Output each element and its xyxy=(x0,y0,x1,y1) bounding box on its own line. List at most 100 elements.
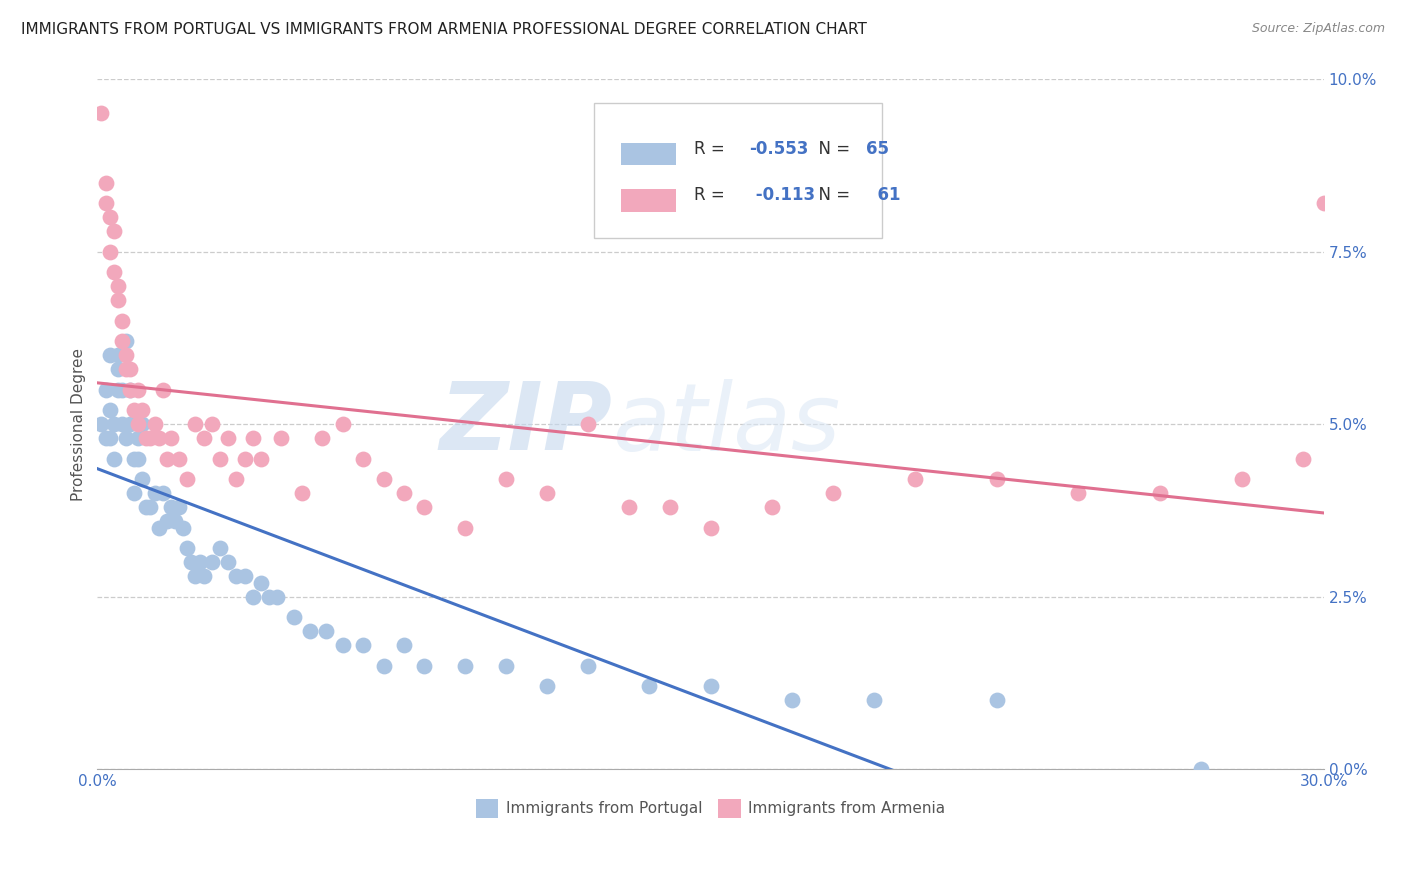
Point xyxy=(658,500,681,514)
Point xyxy=(1067,486,1090,500)
Point xyxy=(193,569,215,583)
Point xyxy=(156,514,179,528)
Point xyxy=(576,417,599,431)
Text: N =: N = xyxy=(808,186,856,204)
Point xyxy=(242,590,264,604)
Point xyxy=(257,590,280,604)
Point xyxy=(863,693,886,707)
Point xyxy=(536,680,558,694)
Point xyxy=(115,431,138,445)
Point xyxy=(176,472,198,486)
Point xyxy=(107,293,129,307)
Point xyxy=(233,451,256,466)
Point xyxy=(180,555,202,569)
Point xyxy=(217,431,239,445)
Point xyxy=(160,500,183,514)
Point xyxy=(986,693,1008,707)
FancyBboxPatch shape xyxy=(593,103,882,238)
Point xyxy=(352,451,374,466)
Point xyxy=(373,658,395,673)
Point xyxy=(225,569,247,583)
Point xyxy=(454,658,477,673)
Point xyxy=(160,431,183,445)
Text: Source: ZipAtlas.com: Source: ZipAtlas.com xyxy=(1251,22,1385,36)
Point xyxy=(127,431,149,445)
Point xyxy=(107,383,129,397)
Text: 61: 61 xyxy=(866,186,900,204)
Point xyxy=(94,431,117,445)
Point xyxy=(270,431,292,445)
Point xyxy=(283,610,305,624)
FancyBboxPatch shape xyxy=(621,143,676,165)
Point xyxy=(122,451,145,466)
Point xyxy=(98,403,121,417)
Point xyxy=(242,431,264,445)
Point xyxy=(131,417,153,431)
Text: 65: 65 xyxy=(866,140,889,159)
Legend: Immigrants from Portugal, Immigrants from Armenia: Immigrants from Portugal, Immigrants fro… xyxy=(470,793,952,824)
Point xyxy=(495,472,517,486)
Point xyxy=(699,680,721,694)
Point xyxy=(127,417,149,431)
Point xyxy=(131,403,153,417)
Point xyxy=(413,500,436,514)
FancyBboxPatch shape xyxy=(621,189,676,211)
Point xyxy=(98,210,121,224)
Point xyxy=(111,417,134,431)
Point xyxy=(193,431,215,445)
Point xyxy=(986,472,1008,486)
Point xyxy=(152,383,174,397)
Point xyxy=(201,417,224,431)
Point xyxy=(392,486,415,500)
Point xyxy=(315,624,337,639)
Point xyxy=(373,472,395,486)
Text: atlas: atlas xyxy=(613,378,841,470)
Point xyxy=(107,348,129,362)
Point xyxy=(225,472,247,486)
Point xyxy=(98,348,121,362)
Point xyxy=(94,383,117,397)
Point xyxy=(98,244,121,259)
Text: -0.113: -0.113 xyxy=(749,186,814,204)
Point xyxy=(184,569,207,583)
Point xyxy=(201,555,224,569)
Text: N =: N = xyxy=(808,140,856,159)
Point xyxy=(152,486,174,500)
Point xyxy=(638,680,661,694)
Point xyxy=(111,313,134,327)
Point xyxy=(233,569,256,583)
Point xyxy=(156,451,179,466)
Point xyxy=(122,486,145,500)
Point xyxy=(111,334,134,349)
Point xyxy=(413,658,436,673)
Point xyxy=(94,196,117,211)
Point xyxy=(823,486,845,500)
Point xyxy=(163,514,186,528)
Text: R =: R = xyxy=(695,140,730,159)
Point xyxy=(122,403,145,417)
Point xyxy=(352,638,374,652)
Y-axis label: Professional Degree: Professional Degree xyxy=(72,348,86,500)
Point xyxy=(167,500,190,514)
Point xyxy=(148,521,170,535)
Point xyxy=(115,362,138,376)
Point xyxy=(536,486,558,500)
Point xyxy=(250,451,273,466)
Point xyxy=(107,279,129,293)
Point xyxy=(208,541,231,556)
Point xyxy=(699,521,721,535)
Point xyxy=(172,521,194,535)
Point xyxy=(98,431,121,445)
Point xyxy=(115,348,138,362)
Point xyxy=(1312,196,1334,211)
Point xyxy=(392,638,415,652)
Point xyxy=(127,383,149,397)
Point xyxy=(107,362,129,376)
Point xyxy=(131,472,153,486)
Point xyxy=(761,500,783,514)
Point xyxy=(135,431,157,445)
Point xyxy=(184,417,207,431)
Point xyxy=(139,500,162,514)
Point xyxy=(103,224,125,238)
Point xyxy=(111,383,134,397)
